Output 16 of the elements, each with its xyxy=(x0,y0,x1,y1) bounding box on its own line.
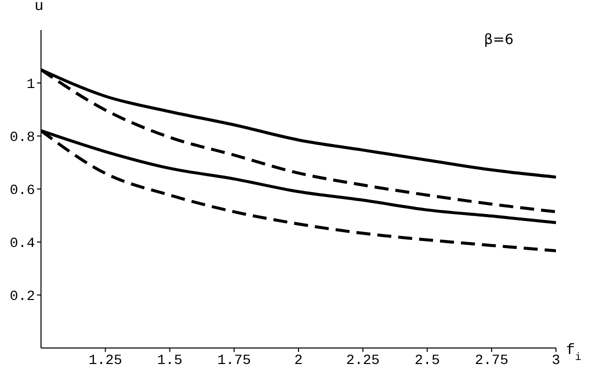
x-tick-label: 3 xyxy=(552,352,560,368)
x-tick-label: 2.5 xyxy=(414,352,440,368)
x-tick-label: 2.25 xyxy=(346,352,380,368)
y-tick-label: 0.8 xyxy=(10,130,35,146)
x-tick-label: 1.75 xyxy=(217,352,251,368)
x-tick-label: 2 xyxy=(294,352,303,368)
x-tick-label: 1.25 xyxy=(88,352,122,368)
x-axis-title: f$_{i}$ xyxy=(566,342,582,364)
y-axis-title: u xyxy=(34,0,44,15)
annotation: β=6 xyxy=(484,32,514,48)
y-tick-label: 0.2 xyxy=(10,288,35,305)
x-tick-label: 1.5 xyxy=(157,352,182,368)
y-tick-label: 0.6 xyxy=(10,182,35,199)
y-tick-label: 0.4 xyxy=(10,236,35,252)
x-tick-label: 2.75 xyxy=(474,352,508,368)
y-tick-label: 1 xyxy=(26,76,35,93)
